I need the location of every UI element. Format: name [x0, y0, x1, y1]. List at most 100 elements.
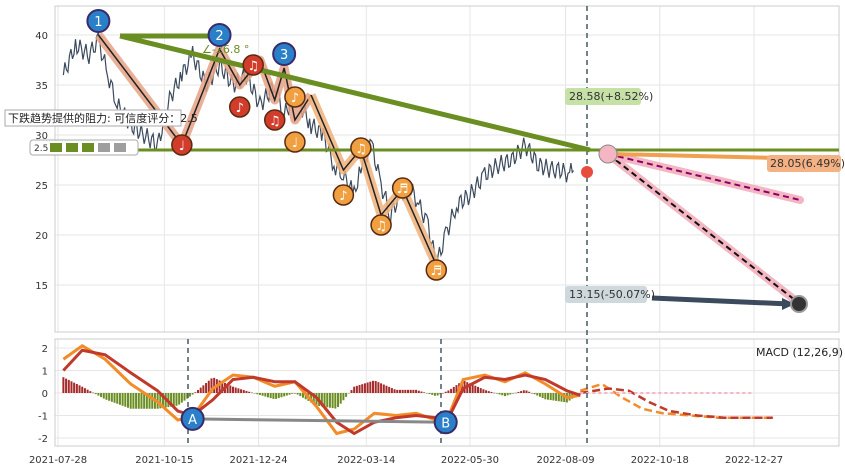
macd-bar: [291, 393, 294, 394]
macd-bar: [81, 386, 84, 393]
macd-bar: [452, 387, 455, 393]
score-icon: [82, 143, 94, 152]
marker-A: [180, 406, 205, 431]
macd-bar: [337, 393, 340, 408]
macd-bar: [512, 393, 515, 394]
target-upper-label: 28.58(+8.52%): [569, 90, 653, 103]
macd-tick-label: 2: [42, 344, 48, 355]
macd-title: MACD (12,26,9): [756, 346, 843, 359]
macd-bar: [78, 385, 81, 393]
macd-bar: [92, 392, 95, 394]
macd-bar: [97, 393, 100, 396]
macd-bar: [232, 386, 235, 393]
macd-tick-label: -1: [38, 412, 48, 423]
macd-bar: [132, 393, 135, 409]
date-tick-label: 2021-10-15: [135, 455, 193, 466]
macd-bar: [256, 393, 259, 395]
note-glyph: ♪: [339, 189, 347, 204]
macd-bar: [326, 393, 329, 408]
note-marker: [332, 184, 355, 206]
macd-bar: [482, 389, 485, 393]
macd-tick-label: -2: [38, 434, 48, 445]
macd-bar: [124, 393, 127, 407]
macd-bar: [288, 393, 291, 395]
pattern-line-2: [310, 94, 437, 266]
note-glyph: ♩: [292, 136, 298, 151]
macd-bar: [207, 380, 210, 393]
pattern-markers: ♩ ♪ ♫ ♫ ♪ ♩ ♪ ♫ ♫ ♬ ♬: [171, 54, 448, 281]
macd-bar: [105, 393, 108, 400]
macd-bar: [447, 390, 450, 393]
note-glyph: ♪: [236, 101, 244, 116]
macd-bar: [100, 393, 103, 398]
macd-bar: [509, 393, 512, 395]
macd-bar: [487, 391, 490, 393]
date-tick-label: 2022-05-30: [441, 455, 499, 466]
macd-bar: [210, 378, 213, 393]
macd-bar: [339, 393, 342, 404]
macd-bar: [199, 387, 202, 393]
macd-bar: [385, 385, 388, 393]
macd-bar: [369, 381, 372, 393]
macd-bar: [272, 393, 275, 399]
macd-bar: [503, 393, 506, 397]
macd-bar: [479, 388, 482, 393]
macd-bar: [186, 393, 189, 399]
macd-bar: [347, 393, 350, 394]
macd-bar: [477, 386, 480, 393]
macd-bar: [299, 393, 302, 397]
macd-bar: [258, 393, 261, 395]
macd-bar: [221, 381, 224, 393]
macd-bar: [162, 393, 165, 408]
macd-bar: [517, 391, 520, 393]
note-marker: [425, 259, 448, 281]
macd-bar: [549, 393, 552, 401]
macd-bar: [102, 393, 105, 399]
marker-B: [433, 410, 458, 435]
macd-bar: [129, 393, 132, 409]
macd-bar: [380, 383, 383, 393]
note-marker: [284, 86, 306, 108]
marker-label: 3: [280, 48, 288, 63]
macd-bar: [442, 393, 445, 394]
macd-bar: [444, 391, 447, 393]
macd-bar: [194, 392, 197, 393]
macd-bar: [490, 391, 493, 393]
projection-mid-line: [607, 153, 801, 201]
macd-bar: [525, 390, 528, 393]
macd-bar: [501, 393, 504, 396]
macd-bar: [409, 389, 412, 393]
macd-bar: [382, 384, 385, 393]
score-icon: [66, 143, 78, 152]
macd-bar: [285, 393, 288, 396]
target-low-label: 13.15(-50.07%): [569, 288, 655, 301]
macd-bar: [547, 393, 550, 400]
note-glyph: ♫: [355, 142, 367, 157]
macd-bar: [213, 377, 216, 393]
note-marker: [391, 177, 414, 199]
macd-bar: [229, 385, 232, 393]
marker-label: B: [441, 416, 450, 431]
macd-bar: [283, 393, 286, 397]
macd-bar: [320, 393, 323, 407]
ab-link-line: [192, 417, 446, 424]
note-glyph: ♫: [269, 114, 281, 129]
date-tick-label: 2022-08-09: [536, 455, 594, 466]
price-tick-label: 35: [35, 81, 48, 92]
score-icon: [98, 143, 110, 152]
grid-lines: [55, 6, 839, 446]
macd-bar: [455, 385, 458, 393]
price-panel-frame: [54, 5, 840, 333]
resistance-label-box: [4, 109, 182, 127]
macd-bar: [73, 382, 76, 393]
macd-tick-label: 1: [42, 367, 48, 378]
macd-bar: [460, 381, 463, 393]
date-tick-label: 2021-12-24: [230, 455, 288, 466]
macd-bar: [253, 393, 256, 394]
projection-low-line: [607, 153, 801, 305]
macd-bar: [172, 393, 175, 407]
macd-bar: [528, 391, 531, 393]
date-axis: 2021-07-28 2021-10-15 2021-12-24 2022-03-14…: [29, 455, 783, 466]
note-glyph: ♩: [179, 139, 185, 154]
marker-label: A: [188, 413, 197, 428]
